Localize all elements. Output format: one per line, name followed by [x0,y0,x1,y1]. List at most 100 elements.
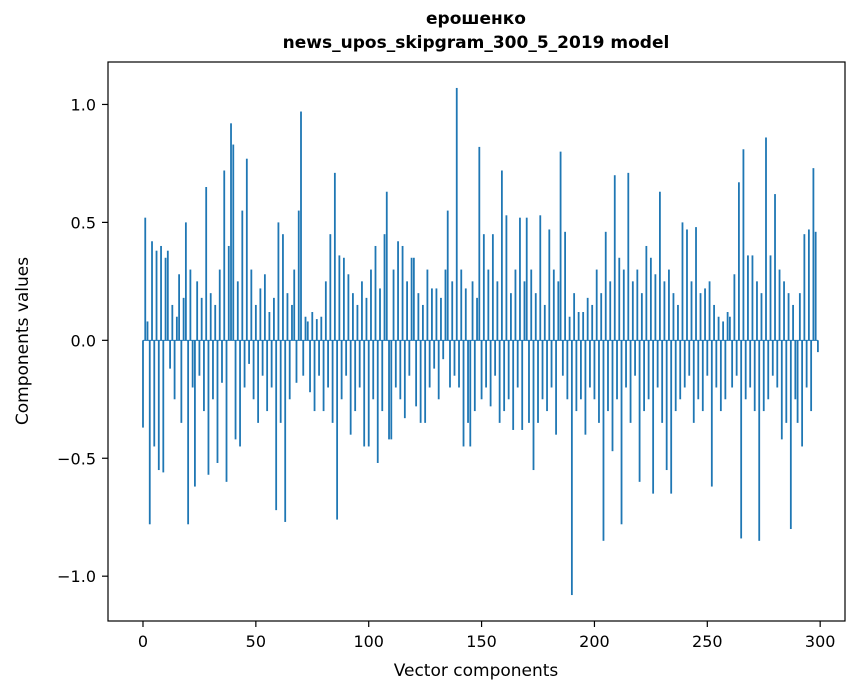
bar [282,234,284,341]
bar [719,340,722,412]
bar [385,191,388,341]
bar [598,340,600,423]
bar [252,340,255,400]
bar [805,340,808,388]
bar [288,340,291,400]
bar [582,312,585,341]
bar [789,340,792,530]
bar [300,111,302,341]
bar [756,281,758,341]
bar [329,234,332,341]
bar [686,229,688,341]
bar [207,340,210,475]
bar [361,281,363,341]
bar [352,293,354,341]
bar [695,227,697,341]
bar [388,340,390,440]
bar [320,316,323,341]
bar [417,293,420,341]
bar [643,340,645,412]
bar [769,255,772,341]
bar [471,281,474,341]
bar [532,340,535,471]
bar [444,269,447,341]
bar [586,297,589,341]
bar [519,217,521,341]
bar [263,274,266,341]
bar [771,340,774,376]
bar [701,340,704,412]
bar [778,269,781,341]
bar [342,257,345,341]
bar [760,293,763,341]
bar [722,321,725,341]
bar [449,340,451,388]
bar [609,281,612,341]
bar [191,340,194,388]
bar [776,340,779,388]
bar [555,340,557,435]
bar [485,340,487,388]
bar [399,340,402,400]
bar [704,288,706,341]
bar [401,245,404,341]
bar [148,340,151,525]
bar [500,170,503,341]
bar [550,340,553,388]
bar [397,241,399,341]
bar [803,234,806,341]
bar [491,234,494,341]
bar [275,340,278,511]
bar [446,210,449,341]
bar [379,288,381,341]
bar [758,340,761,541]
bar [640,293,643,341]
bar [530,269,533,341]
bar [270,340,273,388]
y-tick-label: −0.5 [57,449,96,468]
chart-title-model: news_upos_skipgram_300_5_2019 model [283,33,670,53]
bar [541,340,544,400]
bar [656,340,659,388]
bar [561,340,564,376]
bar [505,215,508,341]
bar [277,222,280,341]
bar [295,340,298,383]
bar [602,340,605,541]
bar [647,340,650,400]
bar [205,187,208,341]
bar [297,210,300,341]
bar [636,269,639,341]
bar [370,269,372,341]
bar [194,340,196,487]
bar [731,340,734,388]
bar [142,340,144,428]
bar [440,297,442,341]
bar [236,281,239,341]
bar [157,340,160,471]
bar [785,340,788,423]
bar [807,229,810,341]
bar [591,304,594,341]
bar [512,340,515,430]
bar [291,304,293,341]
bar [611,340,614,452]
bar [798,293,801,341]
bar [674,340,677,412]
bar [221,340,223,383]
bar [498,340,501,423]
bar [245,158,248,341]
bar [580,340,582,400]
bar [665,340,668,471]
bar [774,194,776,341]
bar [697,340,700,400]
bar [672,293,675,341]
bar [431,288,433,341]
bar [577,312,580,341]
bar [412,257,415,341]
bar [794,340,797,400]
bar [146,321,149,341]
bar [363,340,366,447]
bar [336,340,339,520]
